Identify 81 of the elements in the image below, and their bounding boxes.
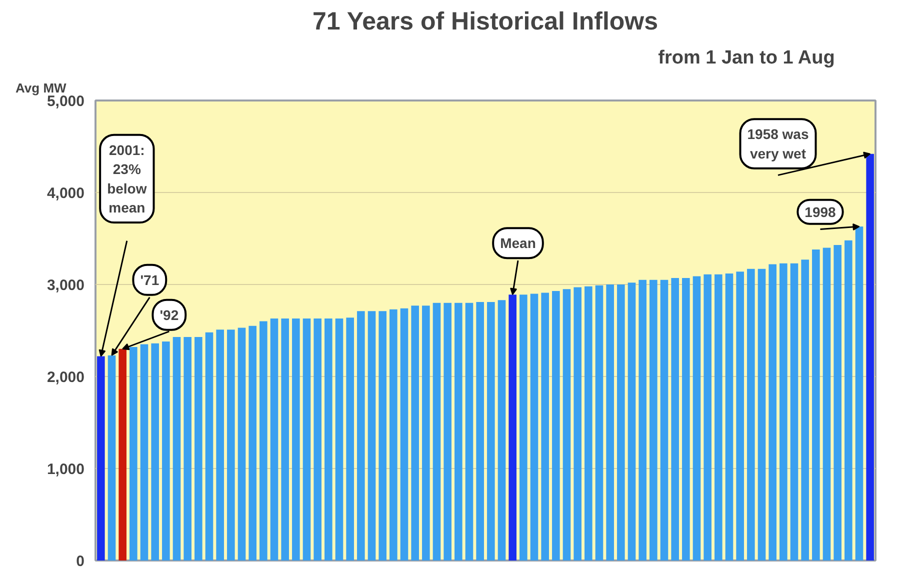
- bar: [248, 326, 256, 560]
- bar: [281, 318, 289, 560]
- bar: [454, 302, 462, 560]
- bar: [260, 321, 268, 560]
- bar: [270, 318, 278, 560]
- annotation: 2001: 23% below mean: [107, 142, 147, 216]
- bar: [432, 302, 441, 560]
- bar: [227, 330, 235, 560]
- bar: [660, 280, 668, 560]
- bar: [162, 342, 170, 560]
- bar: [768, 264, 776, 560]
- bar: [834, 244, 842, 560]
- y-tick-label: 5,000: [46, 93, 85, 110]
- bar: [704, 274, 712, 560]
- y-tick-label: 1,000: [46, 461, 85, 478]
- bar: [638, 280, 646, 560]
- bar: [714, 274, 722, 560]
- bar: [184, 336, 192, 560]
- bar: [692, 276, 701, 560]
- bar: [172, 336, 181, 560]
- y-tick-label: 4,000: [46, 185, 85, 202]
- bar: [541, 292, 549, 560]
- bar: [314, 318, 322, 560]
- bar: [844, 240, 852, 560]
- bar: [140, 344, 148, 560]
- bar: [747, 268, 755, 560]
- bar: [530, 294, 538, 560]
- bar: [476, 302, 484, 560]
- bar: [758, 268, 766, 560]
- annotation: Mean: [500, 235, 536, 252]
- bar: [595, 285, 604, 560]
- bar: [205, 332, 214, 560]
- annotation: '71: [140, 272, 160, 288]
- chart-title: 71 Years of Historical Inflows: [312, 8, 658, 36]
- bar: [584, 286, 592, 560]
- annotation: '92: [160, 306, 179, 323]
- bar: [390, 309, 398, 560]
- bar: [801, 260, 809, 560]
- bar: [822, 248, 831, 560]
- bar: [487, 302, 495, 560]
- bar: [335, 318, 344, 560]
- bar: [444, 302, 452, 560]
- y-tick-label: 2,000: [46, 369, 85, 386]
- bar: [736, 272, 744, 560]
- bar: [216, 330, 224, 560]
- annotation: 1958 was very wet: [747, 126, 809, 162]
- bar: [682, 278, 690, 560]
- bar: [357, 311, 365, 560]
- bar: [574, 287, 582, 560]
- y-tick-label: 3,000: [46, 277, 85, 294]
- chart-subtitle: from 1 Jan to 1 Aug: [658, 48, 835, 68]
- annotation: 1998: [804, 204, 836, 220]
- bar: [194, 336, 202, 560]
- bar: [725, 273, 734, 560]
- bar: [552, 290, 560, 560]
- bar: [780, 263, 788, 560]
- bar: [151, 343, 159, 560]
- y-axis-title: Avg MW: [16, 80, 68, 96]
- bar: [520, 294, 528, 560]
- bar: [617, 284, 625, 560]
- bar: [422, 306, 430, 560]
- bar: [378, 311, 386, 560]
- bar: [498, 300, 506, 560]
- bar: [346, 318, 354, 560]
- bar: [292, 318, 300, 560]
- bar: [671, 278, 679, 560]
- bar: [130, 347, 138, 560]
- bar: [628, 282, 636, 560]
- bar: [812, 250, 820, 560]
- bar: [302, 318, 311, 560]
- y-tick-label: 0: [76, 553, 84, 570]
- bar: [400, 308, 408, 560]
- bar: [606, 284, 614, 560]
- bar: [238, 328, 246, 560]
- bar: [465, 302, 474, 560]
- bar: [324, 318, 332, 560]
- bar: [562, 289, 571, 560]
- bar: [368, 311, 376, 560]
- bar: [411, 306, 419, 560]
- bar: [790, 263, 798, 560]
- bar: [650, 280, 658, 560]
